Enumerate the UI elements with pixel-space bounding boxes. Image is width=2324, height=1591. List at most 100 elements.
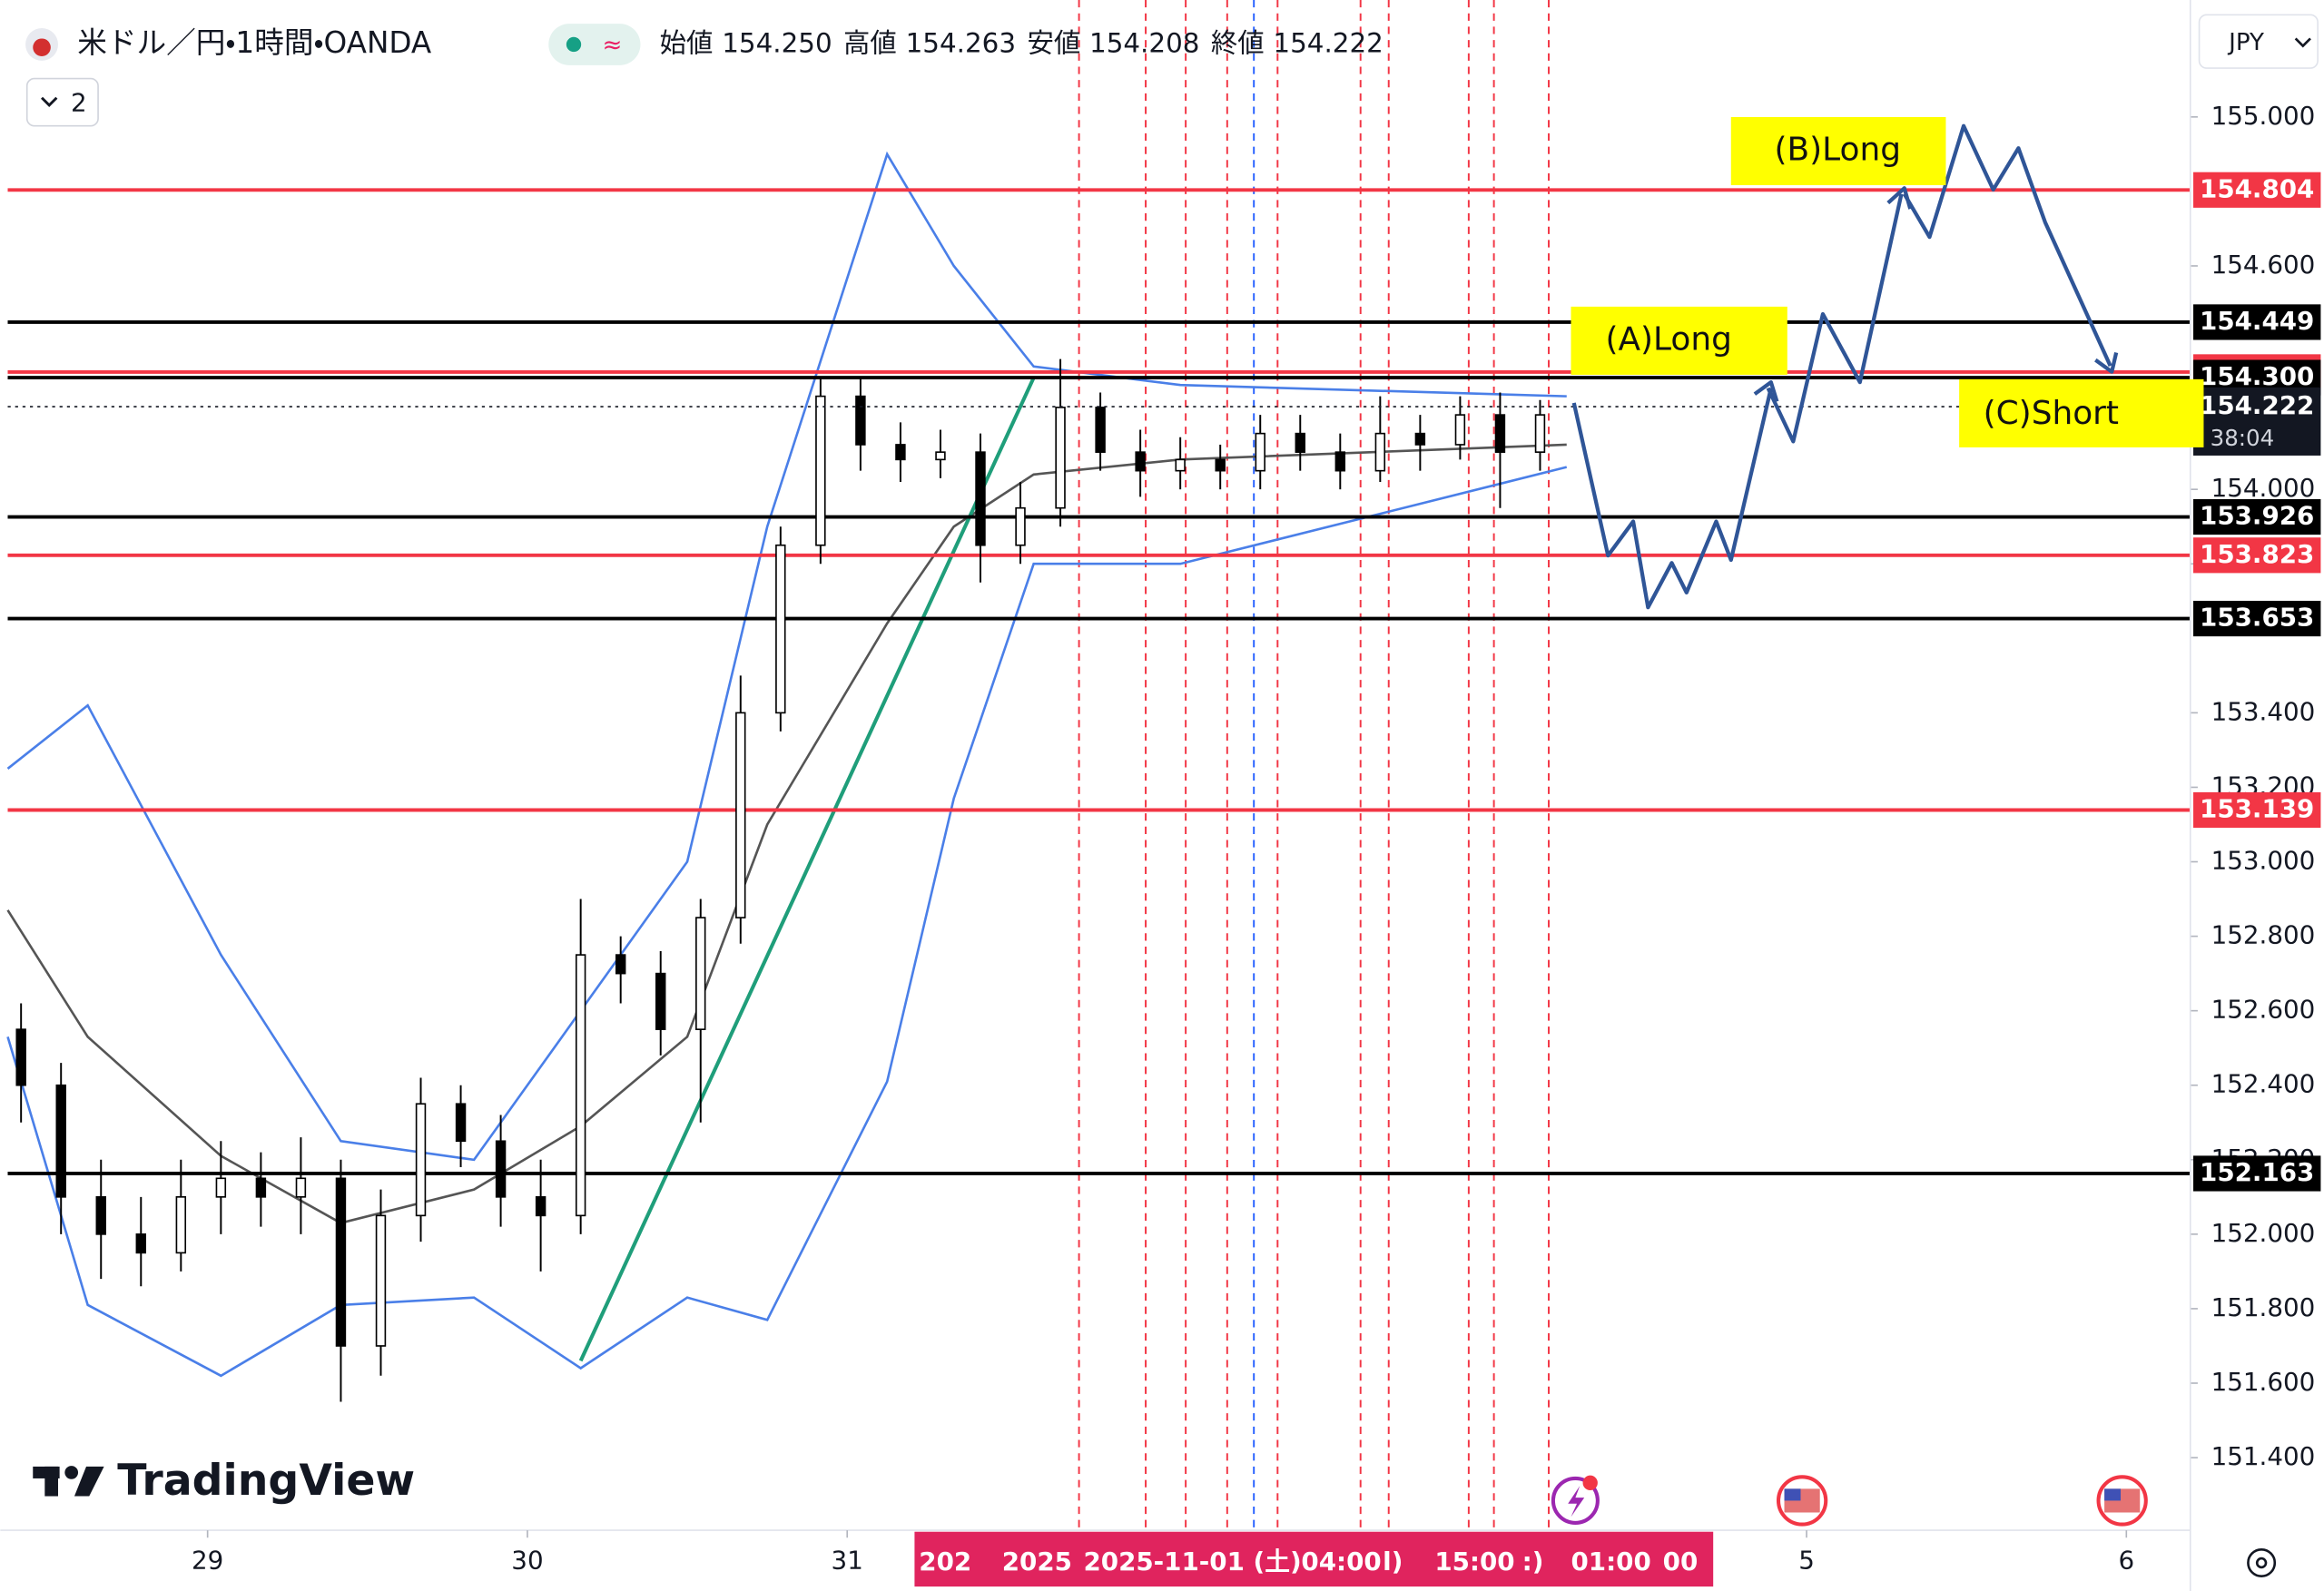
- time-range-label: 2025-11-01 (土): [1083, 1547, 1301, 1576]
- flag-canton: [1784, 1488, 1801, 1501]
- level-label: 154.804: [2200, 173, 2314, 203]
- logo-part: [64, 1466, 79, 1479]
- annotation-box: [1959, 378, 2204, 447]
- axis-layer: 151.400151.600151.800152.000152.200152.4…: [192, 101, 2321, 1587]
- y-tick-label: 151.400: [2211, 1441, 2316, 1471]
- candle-body: [1055, 407, 1066, 509]
- ohlc-label: 高値: [843, 27, 897, 58]
- y-tick-label: 154.600: [2211, 250, 2316, 280]
- brand-logo: [33, 1466, 104, 1497]
- ohlc-label: 安値: [1027, 27, 1080, 58]
- time-range-label: 01:00: [1571, 1547, 1650, 1576]
- currency: JPY: [2227, 29, 2264, 56]
- x-tick-label: 31: [832, 1545, 863, 1575]
- ohlc-value: 154.208: [1089, 27, 1199, 58]
- candle-body: [335, 1177, 347, 1347]
- time-range-label: 00: [1663, 1547, 1699, 1576]
- level-label: 153.139: [2200, 793, 2314, 823]
- level-label: 153.823: [2200, 539, 2314, 569]
- candle-body: [255, 1177, 267, 1198]
- annotation: (A)Long: [1606, 320, 1732, 358]
- chevron: [41, 96, 58, 107]
- ohlc-label: 終値: [1211, 27, 1265, 58]
- level-label: 152.163: [2200, 1157, 2314, 1187]
- status-dot: [566, 36, 582, 53]
- logo-part: [44, 1466, 58, 1497]
- candle-body: [935, 451, 946, 461]
- level-label: 154.449: [2200, 306, 2314, 336]
- candle-body: [1295, 432, 1305, 453]
- y-tick-label: 151.600: [2211, 1367, 2316, 1397]
- logo-part: [74, 1466, 104, 1497]
- time-range-label: 04:00: [1301, 1547, 1381, 1576]
- chevron: [2294, 37, 2311, 48]
- time-range-label: 2025: [1002, 1547, 1072, 1576]
- annotation-box: [1571, 306, 1787, 375]
- candle-body: [615, 954, 626, 975]
- candle-body: [1454, 414, 1466, 446]
- ohlc-value: 154.250: [722, 27, 832, 58]
- flag-canton: [2104, 1488, 2122, 1501]
- event-icon-dot: [1582, 1475, 1598, 1491]
- band-line: [6, 151, 1567, 1162]
- y-tick-label: 152.400: [2211, 1069, 2316, 1099]
- level-tag: [2193, 600, 2321, 637]
- last-price-tag: [2193, 387, 2321, 456]
- y-tick-label: 155.000: [2211, 101, 2316, 131]
- candle-body: [415, 1103, 427, 1217]
- annotation: (C)Short: [1984, 395, 2119, 432]
- candle-body: [1255, 432, 1265, 472]
- candle-body: [735, 712, 746, 918]
- event-icon[interactable]: [2096, 1475, 2148, 1527]
- candle-body: [135, 1233, 146, 1254]
- ohlc-label: 始値: [660, 27, 714, 58]
- status-wave: ≈: [603, 32, 623, 59]
- forecast-leg-a: [1571, 388, 1773, 610]
- candle-body: [15, 1028, 26, 1086]
- level-label: 154.300: [2200, 361, 2314, 391]
- settings-icon[interactable]: [2247, 1547, 2277, 1577]
- symbol-icon-flag: [33, 38, 51, 57]
- level-label: 153.926: [2200, 501, 2314, 531]
- candle-body: [1534, 414, 1546, 453]
- indicator-count: 2: [71, 87, 87, 117]
- arrow-head: [1753, 379, 1779, 402]
- candle-body: [1095, 407, 1106, 453]
- session-markers: [1078, 0, 1550, 1531]
- currency-button[interactable]: [2198, 14, 2319, 69]
- candle-body: [1175, 458, 1186, 472]
- y-tick-label: 153.000: [2211, 846, 2316, 876]
- time-range-label: :): [1522, 1547, 1544, 1576]
- y-tick-label: 153.400: [2211, 696, 2316, 726]
- symbol-title[interactable]: 米ドル／円・1時間・OANDA: [77, 25, 432, 60]
- y-tick-label: 151.800: [2211, 1292, 2316, 1322]
- candle-body: [1015, 506, 1026, 546]
- arrow-head: [2094, 351, 2119, 374]
- candle-body: [1494, 414, 1506, 453]
- annotation: (B)Long: [1775, 131, 1901, 168]
- level-tag: [2193, 172, 2321, 208]
- indicator-toggle[interactable]: [25, 77, 99, 127]
- candle-body: [295, 1177, 307, 1198]
- level-tag: [2193, 537, 2321, 574]
- y-tick-label: 152.600: [2211, 995, 2316, 1025]
- candle-body: [495, 1140, 507, 1198]
- level-label: 153.653: [2200, 603, 2314, 633]
- candle-body: [575, 954, 586, 1217]
- brand: TradingView: [117, 1456, 415, 1506]
- candle-body: [855, 395, 866, 446]
- time-range-label: 15:00: [1434, 1547, 1514, 1576]
- annotation-box: [1730, 116, 1946, 186]
- status-badge: [548, 24, 641, 65]
- ohlc-legend: 始値 154.250 高値 154.263 安値 154.208 終値 154.222: [660, 27, 1384, 58]
- candle-body: [975, 451, 986, 546]
- y-tick-label: 152.000: [2211, 1218, 2316, 1248]
- event-icon-bolt: [1568, 1486, 1585, 1517]
- x-tick-label: 6: [2118, 1545, 2134, 1575]
- event-icon[interactable]: [1776, 1475, 1828, 1527]
- level-tag: [2193, 498, 2321, 535]
- x-tick-label: 29: [192, 1545, 223, 1575]
